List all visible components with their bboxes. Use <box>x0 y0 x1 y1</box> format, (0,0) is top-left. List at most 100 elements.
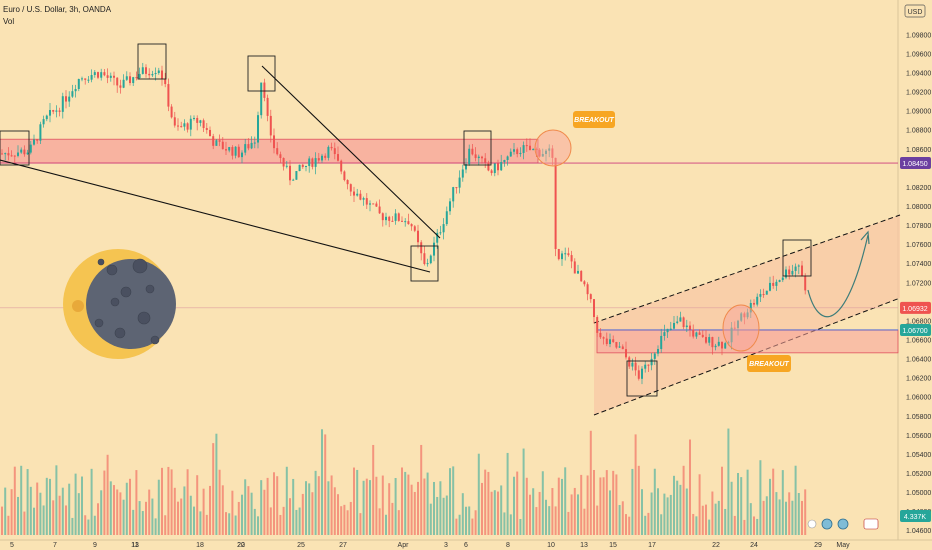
trendline-lower <box>0 159 431 273</box>
candle-body <box>692 329 695 337</box>
candle-body <box>177 125 179 127</box>
volume-bar <box>154 518 157 535</box>
y-tick-label: 1.04600 <box>906 528 931 535</box>
volume-bar <box>65 505 67 535</box>
candle-body <box>532 148 535 151</box>
volume-bar <box>305 481 307 535</box>
price-tag-box <box>900 510 931 522</box>
candle-body <box>474 154 477 159</box>
volume-bar <box>369 480 371 535</box>
candle-body <box>477 156 480 159</box>
candle-body <box>353 191 355 196</box>
candle-body <box>468 148 471 165</box>
x-tick-label: 22 <box>712 542 720 549</box>
candle-body <box>426 263 429 265</box>
indicators-icon <box>837 518 849 530</box>
candle-body <box>634 362 637 371</box>
volume-bar <box>231 490 234 535</box>
volume-bar <box>132 509 135 535</box>
volume-bar <box>189 495 192 535</box>
candle-body <box>567 253 570 256</box>
candle-body <box>292 179 295 181</box>
volume-bar <box>337 494 339 535</box>
candle-body <box>641 368 643 379</box>
candle-body <box>167 84 170 107</box>
volume-bar <box>602 477 605 535</box>
candle-body <box>717 341 720 346</box>
volume-bar <box>692 513 695 535</box>
volume-bar <box>717 500 720 535</box>
breakout-label-2: BREAKOUT <box>749 361 789 368</box>
x-tick-label: 24 <box>750 542 758 549</box>
projection-arrow-head <box>860 230 870 245</box>
x-tick-label: 17 <box>648 542 656 549</box>
volume-bar <box>39 492 42 535</box>
volume-bar <box>45 477 48 535</box>
y-tick-label: 1.06400 <box>906 357 931 364</box>
candle-body <box>23 149 26 155</box>
candle-body <box>199 120 202 123</box>
volume-bar <box>535 507 538 535</box>
volume-bar <box>753 516 755 535</box>
volume-bar <box>145 501 147 535</box>
candle-body <box>234 146 237 156</box>
candle-body <box>487 162 490 171</box>
candle-body <box>455 187 458 189</box>
candle-body <box>269 115 272 136</box>
volume-bar <box>330 475 333 535</box>
volume-bar <box>737 472 739 535</box>
candle-body <box>429 255 432 264</box>
candle-body <box>151 74 154 76</box>
highlight-box <box>247 55 276 92</box>
volume-bar <box>743 519 746 535</box>
volume-bar <box>596 505 599 535</box>
x-tick-label: 3 <box>444 542 448 549</box>
volume-bar <box>666 497 669 535</box>
candle-body <box>439 232 442 234</box>
candle-body <box>250 142 253 149</box>
candle-body <box>721 341 723 349</box>
candle-body <box>564 253 567 255</box>
candle-body <box>189 118 192 130</box>
volume-bar <box>583 508 586 535</box>
y-tick-label: 1.08000 <box>906 204 931 211</box>
candle-body <box>484 158 487 163</box>
candle-body <box>679 317 682 322</box>
volume-bar <box>100 490 103 535</box>
candle-body <box>657 348 659 354</box>
volume-bar <box>484 469 487 535</box>
candle-body <box>458 177 461 188</box>
price-tag-box <box>900 301 931 314</box>
symbol-title[interactable]: Euro / U.S. Dollar, 3h, OANDA <box>3 5 112 14</box>
volume-bar <box>244 479 247 535</box>
volume-bar <box>295 509 298 535</box>
candle-body <box>68 96 71 102</box>
candle-body <box>231 147 234 156</box>
y-tick-label: 1.06200 <box>906 376 931 383</box>
currency-button[interactable] <box>904 4 926 18</box>
volume-bar <box>215 433 218 535</box>
volume-bar <box>340 506 343 535</box>
volume-bar <box>532 488 535 535</box>
y-tick-label: 1.09000 <box>906 109 931 116</box>
volume-bar <box>125 482 128 535</box>
volume-bar <box>289 498 291 535</box>
volume-bar <box>721 466 723 535</box>
candle-body <box>637 370 640 379</box>
candle-body <box>145 67 147 74</box>
volume-bar <box>679 484 682 535</box>
volume-bar <box>298 507 301 535</box>
moon-crater <box>110 297 120 307</box>
volume-bar <box>586 475 589 535</box>
volume-legend[interactable]: Vol <box>3 17 15 26</box>
volume-bar <box>481 482 483 535</box>
candle-body <box>327 146 330 158</box>
candle-body <box>209 129 211 137</box>
breakout-circle-1 <box>534 129 572 167</box>
candle-body <box>52 110 55 112</box>
candle-body <box>682 317 685 328</box>
candle-body <box>173 117 176 126</box>
volume-bar <box>500 485 503 535</box>
volume-bar <box>589 430 592 535</box>
